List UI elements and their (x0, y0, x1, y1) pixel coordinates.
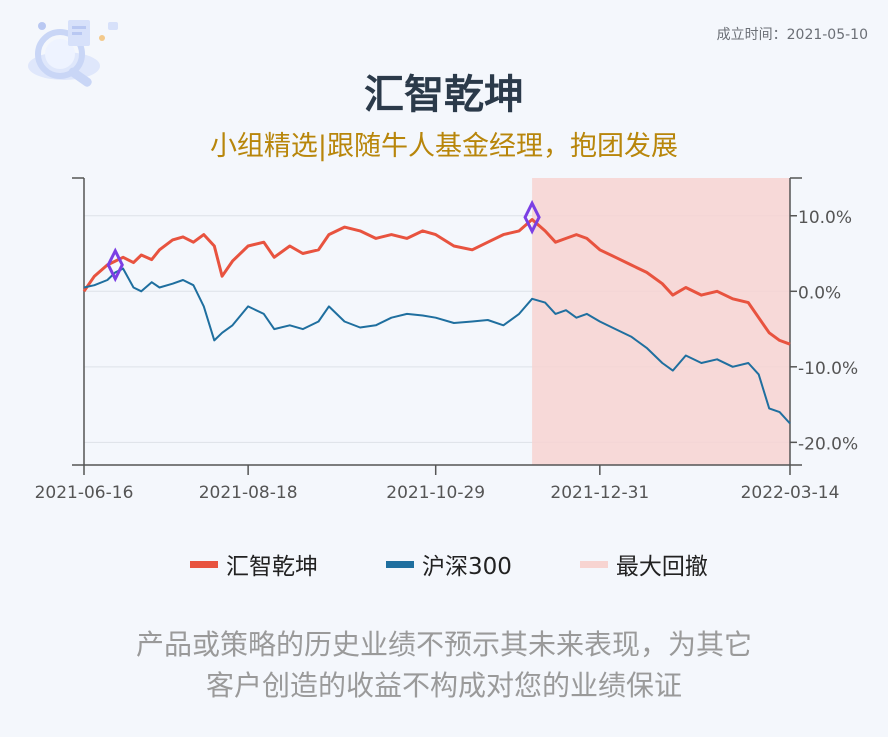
performance-chart: 10.0% 0.0% -10.0% -20.0% 2021-06-16 2021-08-1… (35, 177, 858, 503)
x-tick-label: 2021-08-18 (199, 483, 298, 503)
x-tick-label: 2021-12-31 (550, 483, 649, 503)
index-line (83, 267, 791, 425)
x-tick-label: 2022-03-14 (741, 483, 840, 503)
chart-title: 汇智乾坤 (364, 72, 524, 118)
chart-subtitle: 小组精选|跟随牛人基金经理，抱团发展 (209, 131, 679, 162)
peak-marker (106, 247, 124, 283)
disclaimer-line-1: 产品或策略的历史业绩不预示其未来表现，为其它 (135, 628, 752, 661)
chart-legend: 汇智乾坤 沪深300 最大回撤 (190, 548, 776, 580)
magnifier-illustration-icon (28, 20, 118, 87)
founded-date: 成立时间：2021-05-10 (716, 27, 868, 43)
legend-label-index: 沪深300 (422, 554, 512, 580)
legend-swatch-index (386, 560, 414, 568)
drawdown-area (532, 178, 790, 465)
y-tick-label: 0.0% (798, 283, 841, 303)
x-tick-label: 2021-06-16 (35, 483, 134, 503)
legend-item-fund: 汇智乾坤 (190, 547, 318, 581)
legend-label-fund: 汇智乾坤 (226, 554, 318, 580)
fund-line (82, 218, 791, 346)
legend-label-drawdown: 最大回撤 (615, 554, 708, 580)
y-tick-label: -10.0% (798, 359, 858, 379)
y-tick-label: 10.0% (798, 208, 852, 228)
peak-marker (523, 199, 541, 235)
x-tick-label: 2021-10-29 (386, 483, 485, 503)
disclaimer-line-2: 客户创造的收益不构成对您的业绩保证 (205, 669, 682, 702)
legend-item-drawdown: 最大回撤 (579, 547, 708, 581)
y-tick-label: -20.0% (798, 434, 858, 454)
disclaimer: 产品或策略的历史业绩不预示其未来表现，为其它 客户创造的收益不构成对您的业绩保证 (0, 624, 888, 706)
legend-item-index: 沪深300 (386, 547, 512, 581)
legend-swatch-drawdown (579, 560, 608, 568)
legend-swatch-fund (190, 560, 218, 568)
